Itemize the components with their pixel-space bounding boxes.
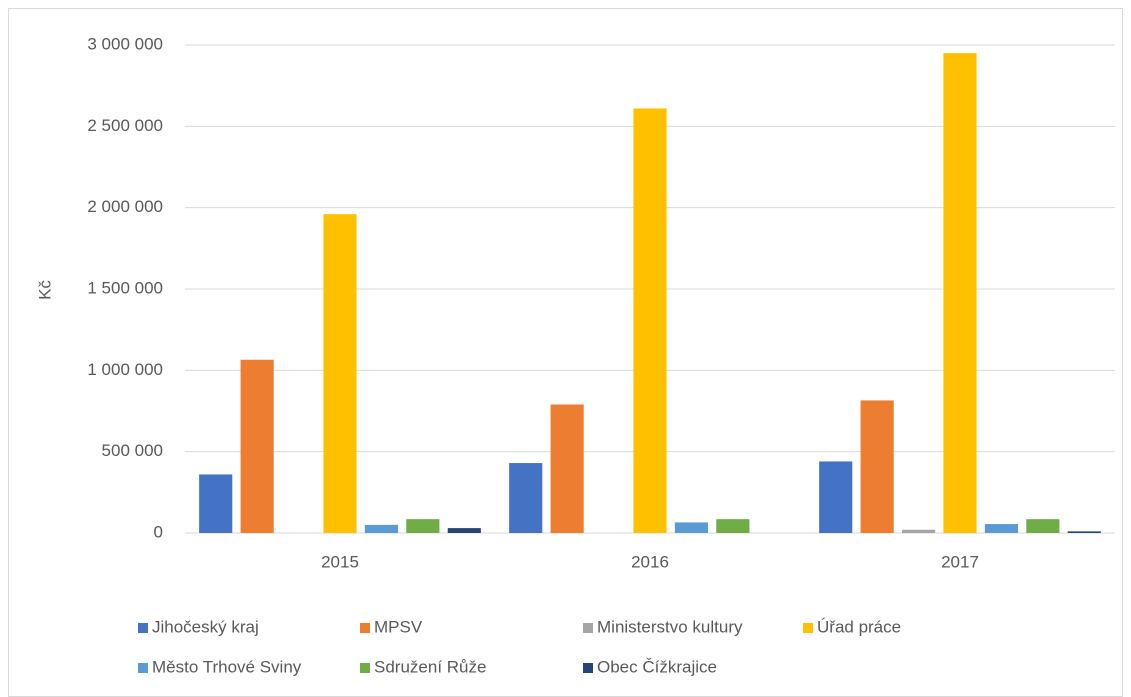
legend-swatch xyxy=(360,663,370,673)
x-tick-label: 2016 xyxy=(631,552,669,571)
y-tick-label: 3 000 000 xyxy=(87,34,163,53)
bar xyxy=(860,400,894,533)
legend-label: MPSV xyxy=(374,617,423,636)
bar xyxy=(406,519,440,533)
bar xyxy=(943,53,977,534)
y-tick-label: 1 000 000 xyxy=(87,360,163,379)
y-tick-label: 2 000 000 xyxy=(87,197,163,216)
legend-swatch xyxy=(583,663,593,673)
legend-swatch xyxy=(138,623,148,633)
y-tick-label: 500 000 xyxy=(102,441,163,460)
legend-label: Obec Čížkrajice xyxy=(597,657,717,676)
legend-swatch xyxy=(583,623,593,633)
bar xyxy=(716,519,750,533)
y-axis-label: Kč xyxy=(35,280,54,300)
y-tick-label: 2 500 000 xyxy=(87,116,163,135)
bar xyxy=(240,359,274,533)
bar xyxy=(633,108,667,533)
legend-label: Úřad práce xyxy=(817,617,901,636)
bar xyxy=(984,524,1018,533)
y-tick-label: 1 500 000 xyxy=(87,278,163,297)
y-tick-label: 0 xyxy=(154,522,163,541)
legend-label: Sdružení Růže xyxy=(374,657,486,676)
bar xyxy=(902,529,936,533)
bar xyxy=(550,404,584,533)
legend-label: Město Trhové Sviny xyxy=(152,657,302,676)
bar xyxy=(199,474,233,533)
x-tick-label: 2015 xyxy=(321,552,359,571)
bar xyxy=(447,528,481,533)
chart-border xyxy=(8,8,1123,697)
legend-swatch xyxy=(138,663,148,673)
bar xyxy=(674,522,708,533)
bar xyxy=(1067,531,1101,533)
legend-label: Ministerstvo kultury xyxy=(597,617,743,636)
bar xyxy=(1026,519,1060,533)
bar xyxy=(819,461,853,533)
bar xyxy=(509,463,543,533)
legend-swatch xyxy=(360,623,370,633)
bar xyxy=(323,214,357,533)
x-tick-label: 2017 xyxy=(941,552,979,571)
legend-swatch xyxy=(803,623,813,633)
bar xyxy=(364,524,398,533)
legend-label: Jihočeský kraj xyxy=(152,617,259,636)
